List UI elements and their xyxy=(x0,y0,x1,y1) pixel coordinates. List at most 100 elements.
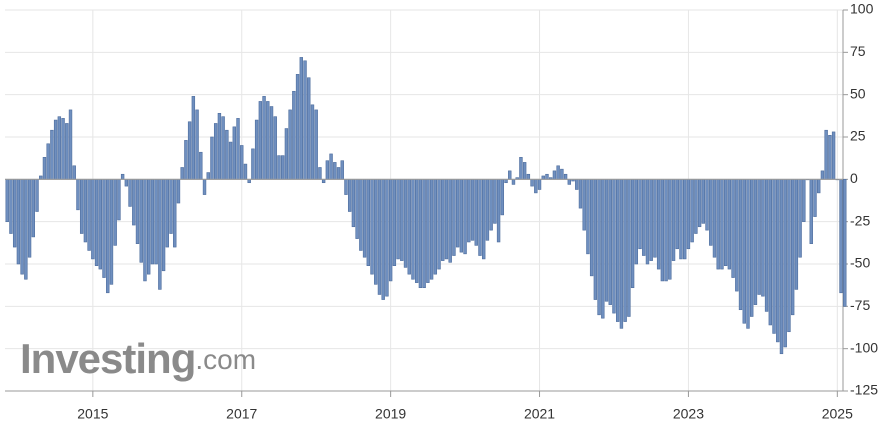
bar xyxy=(176,179,181,204)
bar xyxy=(720,179,724,270)
bar xyxy=(109,179,114,285)
bar xyxy=(601,179,605,319)
bar xyxy=(24,179,28,280)
bar xyxy=(217,112,222,180)
bar xyxy=(831,131,836,180)
bar xyxy=(12,179,17,248)
bar xyxy=(414,179,419,283)
bar xyxy=(94,179,99,266)
bar xyxy=(135,179,140,244)
bar xyxy=(526,173,531,180)
bar xyxy=(407,179,411,275)
bar xyxy=(27,179,32,258)
bar xyxy=(794,179,799,290)
bar xyxy=(318,167,322,180)
bar xyxy=(582,179,586,231)
bar xyxy=(630,179,635,289)
watermark-brand: Investing xyxy=(20,335,195,382)
bar xyxy=(731,179,735,278)
bar xyxy=(757,179,761,295)
bar xyxy=(563,173,568,180)
bar xyxy=(668,179,672,280)
x-tick-label: 2025 xyxy=(822,406,853,422)
bar xyxy=(355,179,359,239)
bar xyxy=(191,96,196,180)
bar xyxy=(429,179,434,280)
bar xyxy=(388,179,393,282)
bar xyxy=(303,60,307,180)
bar xyxy=(820,170,825,180)
bar xyxy=(206,172,210,180)
bar xyxy=(556,165,560,180)
bar xyxy=(817,179,821,194)
x-tick-label: 2015 xyxy=(77,406,108,422)
bar xyxy=(165,179,169,248)
bar xyxy=(314,109,318,180)
bar xyxy=(392,179,397,266)
bar xyxy=(344,179,348,195)
bar xyxy=(716,179,720,270)
bar xyxy=(567,179,572,185)
bar xyxy=(210,136,214,180)
bar xyxy=(46,143,50,180)
bar xyxy=(500,179,505,216)
y-tick-label: 25 xyxy=(850,128,866,144)
bar xyxy=(798,179,802,258)
bar xyxy=(671,179,676,261)
bar xyxy=(299,57,304,180)
bar xyxy=(645,179,650,265)
bar xyxy=(411,179,415,280)
bar xyxy=(98,179,102,270)
bar xyxy=(489,179,493,231)
bar xyxy=(545,173,549,180)
bar xyxy=(329,153,333,180)
bar xyxy=(467,179,471,243)
bar xyxy=(723,179,728,266)
bar xyxy=(143,179,147,282)
bar xyxy=(753,179,758,305)
bar xyxy=(824,129,828,180)
bar xyxy=(675,179,679,250)
bar xyxy=(310,104,315,180)
bar xyxy=(496,179,501,243)
bar xyxy=(57,116,62,180)
bar xyxy=(790,179,795,316)
bar xyxy=(269,106,274,180)
bar xyxy=(783,179,787,348)
bar xyxy=(258,101,263,180)
bar xyxy=(106,179,110,294)
bar xyxy=(228,141,233,180)
bar xyxy=(266,101,270,180)
bar xyxy=(173,179,177,248)
bar xyxy=(813,179,817,217)
bar xyxy=(705,179,709,231)
bar xyxy=(292,90,296,180)
bar xyxy=(169,179,173,234)
bar xyxy=(478,179,482,256)
bar xyxy=(396,179,400,260)
bar xyxy=(444,179,449,260)
bar xyxy=(448,179,452,263)
bar xyxy=(656,179,661,270)
bar xyxy=(608,179,612,305)
bar xyxy=(578,179,583,209)
bar xyxy=(839,179,843,294)
y-tick-label: -50 xyxy=(850,255,870,271)
bar xyxy=(20,179,24,275)
bar xyxy=(117,179,121,221)
bar xyxy=(768,179,773,326)
bar xyxy=(42,157,47,180)
bar xyxy=(463,179,467,255)
bar xyxy=(843,179,847,307)
bar xyxy=(351,179,356,228)
bar xyxy=(694,179,698,234)
bar xyxy=(154,179,158,265)
y-tick-label: 0 xyxy=(850,170,858,186)
bar xyxy=(649,179,653,261)
bar xyxy=(202,179,207,195)
bar xyxy=(16,179,21,265)
bar xyxy=(377,179,382,295)
bar xyxy=(742,179,746,324)
bar xyxy=(53,119,58,180)
bar xyxy=(660,179,665,282)
